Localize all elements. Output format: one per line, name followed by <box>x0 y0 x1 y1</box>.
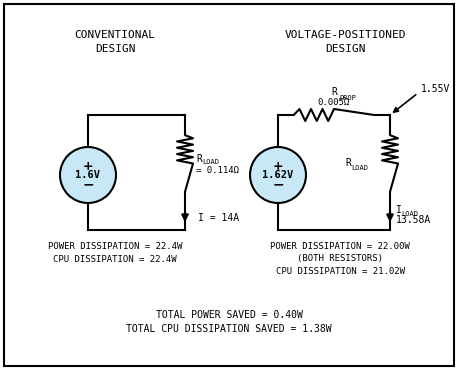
Text: R: R <box>345 158 351 168</box>
Text: R: R <box>196 154 202 164</box>
Text: = 0.114Ω: = 0.114Ω <box>196 166 239 175</box>
Text: I: I <box>396 205 402 215</box>
Text: +: + <box>83 159 93 172</box>
Text: 1.62V: 1.62V <box>262 170 294 180</box>
Text: 0.005Ω: 0.005Ω <box>318 98 350 107</box>
Text: TOTAL POWER SAVED = 0.40W
TOTAL CPU DISSIPATION SAVED = 1.38W: TOTAL POWER SAVED = 0.40W TOTAL CPU DISS… <box>126 310 332 334</box>
Text: DROP: DROP <box>340 95 357 101</box>
Text: −: − <box>272 177 284 191</box>
Text: LOAD: LOAD <box>401 211 418 217</box>
Text: 1.6V: 1.6V <box>76 170 100 180</box>
Circle shape <box>250 147 306 203</box>
Text: 1.55V: 1.55V <box>421 84 450 94</box>
Text: LOAD: LOAD <box>351 165 368 171</box>
Text: LOAD: LOAD <box>202 159 219 165</box>
Text: I = 14A: I = 14A <box>198 213 239 223</box>
Text: −: − <box>82 177 94 191</box>
Text: POWER DISSIPATION = 22.4W
CPU DISSIPATION = 22.4W: POWER DISSIPATION = 22.4W CPU DISSIPATIO… <box>48 242 182 263</box>
Text: VOLTAGE-POSITIONED
DESIGN: VOLTAGE-POSITIONED DESIGN <box>284 30 406 54</box>
Text: R: R <box>331 87 337 97</box>
Text: CONVENTIONAL
DESIGN: CONVENTIONAL DESIGN <box>75 30 156 54</box>
Text: 13.58A: 13.58A <box>396 215 431 225</box>
Text: POWER DISSIPATION = 22.00W
(BOTH RESISTORS)
CPU DISSIPATION = 21.02W: POWER DISSIPATION = 22.00W (BOTH RESISTO… <box>270 242 410 276</box>
Text: +: + <box>273 159 284 172</box>
Circle shape <box>60 147 116 203</box>
